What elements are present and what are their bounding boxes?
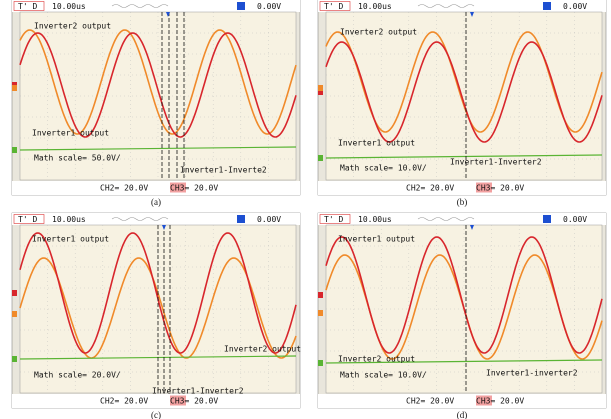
ch-marker bbox=[318, 155, 323, 161]
panel-caption: (a) bbox=[151, 197, 161, 207]
figure: T' D 10.00us 0.00V Inverter2 output Inverter… bbox=[0, 0, 611, 419]
bottom-bar bbox=[12, 394, 300, 408]
channel-setting: CH2= 20.0V bbox=[406, 184, 454, 193]
trace-label: Inverter2 output bbox=[34, 22, 111, 31]
ch-marker bbox=[318, 310, 323, 316]
ch-marker bbox=[12, 147, 17, 153]
timebase: 10.00us bbox=[358, 215, 392, 224]
trigger-level: 0.00V bbox=[257, 2, 281, 11]
trigger-label: T' D bbox=[324, 2, 343, 11]
trigger-label: T' D bbox=[18, 2, 37, 11]
trace-label: Inverter1-inverter2 bbox=[486, 369, 578, 378]
bottom-bar bbox=[318, 181, 606, 195]
channel-icon bbox=[543, 2, 551, 10]
scope-panel: T' D 10.00us 0.00V Inverter2 output Inverter… bbox=[318, 0, 606, 195]
channel-setting: CH2= 20.0V bbox=[100, 397, 148, 406]
ch-marker bbox=[12, 85, 17, 91]
channel-setting: CH2= 20.0V bbox=[100, 184, 148, 193]
trigger-level: 0.00V bbox=[257, 215, 281, 224]
scope-panel: T' D 10.00us 0.00V Inverter2 output Inverter… bbox=[12, 0, 300, 195]
trace-label: Math scale= 10.0V/ bbox=[340, 371, 427, 380]
channel-icon bbox=[237, 2, 245, 10]
ch-marker bbox=[318, 292, 323, 298]
trigger-level: 0.00V bbox=[563, 2, 587, 11]
trace-label: Math scale= 50.0V/ bbox=[34, 154, 121, 163]
ch-marker bbox=[12, 311, 17, 317]
ch-marker bbox=[12, 356, 17, 362]
trace-label: Inverter2 output bbox=[338, 355, 415, 364]
trigger-label: T' D bbox=[324, 215, 343, 224]
trace-label: Inverter2 output bbox=[340, 28, 417, 37]
trace-label: Inverter2 output bbox=[224, 345, 301, 354]
channel-icon bbox=[543, 215, 551, 223]
channel-setting: CH3= 20.0V bbox=[170, 397, 218, 406]
timebase: 10.00us bbox=[358, 2, 392, 11]
trigger-level: 0.00V bbox=[563, 215, 587, 224]
timebase: 10.00us bbox=[52, 215, 86, 224]
channel-setting: CH3= 20.0V bbox=[476, 184, 524, 193]
trace-label: Inverter1 output bbox=[338, 235, 415, 244]
bottom-bar bbox=[318, 394, 606, 408]
trace-label: Inverter1 output bbox=[32, 235, 109, 244]
scope-panel: T' D 10.00us 0.00V Inverter1 output Inverter… bbox=[12, 213, 301, 408]
ch-marker bbox=[12, 290, 17, 296]
trace-label: Inverter1-Inverte2 bbox=[180, 166, 267, 175]
trace-label: Inverter1-Inverter2 bbox=[450, 158, 542, 167]
panel-caption: (d) bbox=[457, 410, 468, 419]
ch-marker bbox=[318, 360, 323, 366]
channel-setting: CH3= 20.0V bbox=[476, 397, 524, 406]
scope-panel: T' D 10.00us 0.00V Inverter1 output Inverter… bbox=[318, 213, 606, 408]
trace-label: Math scale= 20.0V/ bbox=[34, 371, 121, 380]
ch-marker bbox=[318, 85, 323, 91]
panel-caption: (b) bbox=[457, 197, 468, 207]
bottom-bar bbox=[12, 181, 300, 195]
timebase: 10.00us bbox=[52, 2, 86, 11]
channel-setting: CH3= 20.0V bbox=[170, 184, 218, 193]
trace-label: Inverter1 output bbox=[32, 129, 109, 138]
channel-icon bbox=[237, 215, 245, 223]
trace-label: Inverter1 output bbox=[338, 139, 415, 148]
panel-caption: (c) bbox=[151, 410, 161, 419]
channel-setting: CH2= 20.0V bbox=[406, 397, 454, 406]
trigger-label: T' D bbox=[18, 215, 37, 224]
trace-label: Math scale= 10.0V/ bbox=[340, 164, 427, 173]
